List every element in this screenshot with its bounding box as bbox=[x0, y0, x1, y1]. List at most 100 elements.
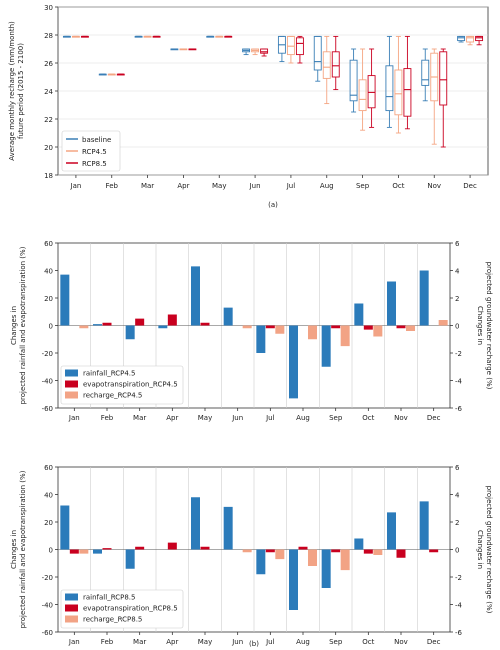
bar-evapotranspiration_RCP8.5 bbox=[200, 546, 210, 550]
box-iqr bbox=[475, 35, 484, 42]
box-iqr bbox=[295, 37, 304, 56]
bar-rainfall_RCP8.5 bbox=[289, 549, 298, 610]
bar-recharge_RCP4.5 bbox=[275, 325, 285, 334]
tick-label-x: May bbox=[198, 638, 212, 646]
bar-evapotranspiration_RCP8.5 bbox=[429, 549, 439, 553]
tick-label-y: 24 bbox=[44, 88, 53, 96]
bar-recharge_RCP8.5 bbox=[373, 549, 383, 555]
tick-label-x: Jul bbox=[286, 182, 296, 190]
bar-evapotranspiration_RCP4.5 bbox=[331, 325, 341, 329]
tick-label-x: Nov bbox=[394, 414, 408, 422]
tick-label-y: -20 bbox=[42, 350, 53, 358]
tick-label-y: 60 bbox=[44, 240, 53, 248]
bar-rainfall_RCP8.5 bbox=[419, 501, 429, 550]
bar-recharge_RCP4.5 bbox=[79, 325, 89, 329]
bar-rainfall_RCP8.5 bbox=[60, 505, 70, 550]
legend-frame bbox=[61, 130, 121, 172]
tick-label-y: 26 bbox=[44, 60, 53, 68]
legend-label: recharge_RCP4.5 bbox=[83, 392, 142, 400]
tick-label-y: 20 bbox=[44, 295, 53, 303]
legend: baseline RCP4.5 RCP8.5 bbox=[61, 130, 121, 172]
axis-label-y2: Changes in bbox=[476, 530, 484, 569]
tick-label-x: Feb bbox=[101, 414, 114, 422]
bar-rainfall_RCP4.5 bbox=[125, 325, 135, 340]
bar-rainfall_RCP4.5 bbox=[354, 303, 364, 326]
bar-recharge_RCP4.5 bbox=[373, 325, 383, 337]
legend-swatch bbox=[65, 369, 78, 377]
tick-label-y: 22 bbox=[44, 116, 53, 124]
tick-label-y2: -6 bbox=[455, 405, 463, 413]
box-iqr bbox=[403, 68, 412, 117]
tick-label-y2: 2 bbox=[455, 519, 459, 527]
tick-label-y: 60 bbox=[44, 464, 53, 472]
legend-swatch bbox=[65, 391, 78, 399]
bar-evapotranspiration_RCP8.5 bbox=[69, 549, 79, 554]
bar-rainfall_RCP8.5 bbox=[93, 549, 102, 554]
legend-frame bbox=[60, 589, 184, 629]
bar-evapotranspiration_RCP8.5 bbox=[396, 549, 406, 558]
tick-label-y: -60 bbox=[42, 629, 53, 637]
tick-label-y: 28 bbox=[44, 32, 53, 40]
box-iqr bbox=[457, 35, 466, 42]
bar-evapotranspiration_RCP8.5 bbox=[331, 549, 341, 553]
tick-label-y: 40 bbox=[44, 268, 53, 276]
bar-evapotranspiration_RCP8.5 bbox=[102, 548, 112, 550]
tick-label-y: 30 bbox=[44, 4, 53, 12]
axis-label-y: Changes in bbox=[10, 530, 18, 569]
tick-label-x: Dec bbox=[427, 638, 441, 646]
bar-rainfall_RCP4.5 bbox=[191, 266, 200, 326]
bar-evapotranspiration_RCP4.5 bbox=[135, 318, 145, 326]
box-iqr bbox=[313, 35, 322, 71]
legend-label: baseline bbox=[82, 136, 111, 144]
bar-rainfall_RCP4.5 bbox=[256, 325, 266, 353]
legend-label: recharge_RCP8.5 bbox=[83, 616, 142, 624]
tick-label-x: Sep bbox=[329, 414, 343, 422]
panel-label: (b) bbox=[249, 640, 259, 648]
box-iqr bbox=[439, 51, 448, 106]
bar-rainfall_RCP4.5 bbox=[93, 324, 102, 326]
tick-label-x: Jan bbox=[68, 414, 80, 422]
bar-evapotranspiration_RCP8.5 bbox=[298, 546, 308, 550]
tick-label-x: Aug bbox=[296, 414, 310, 422]
box-iqr bbox=[322, 51, 331, 79]
bar-evapotranspiration_RCP8.5 bbox=[363, 549, 373, 554]
tick-label-y2: -4 bbox=[455, 378, 463, 386]
bar-evapotranspiration_RCP8.5 bbox=[135, 546, 145, 550]
box-iqr bbox=[385, 65, 394, 112]
tick-label-y: 0 bbox=[49, 323, 53, 331]
bar-rainfall_RCP8.5 bbox=[223, 506, 233, 550]
bar-evapotranspiration_RCP4.5 bbox=[396, 325, 406, 329]
axis-label-y: projected rainfall and evapotranspiratio… bbox=[19, 246, 27, 404]
tick-label-y: -40 bbox=[42, 378, 53, 386]
legend-swatch bbox=[65, 380, 78, 388]
tick-label-x: Jan bbox=[68, 638, 80, 646]
bar-rainfall_RCP8.5 bbox=[387, 512, 396, 550]
tick-label-x: Aug bbox=[320, 182, 334, 190]
tick-label-x: Jan bbox=[70, 182, 82, 190]
axis-label-y: projected rainfall and evapotranspiratio… bbox=[19, 470, 27, 628]
legend-label: evapotranspiration_RCP8.5 bbox=[83, 605, 178, 613]
legend-frame bbox=[60, 365, 184, 405]
bar-rainfall_RCP4.5 bbox=[419, 270, 429, 326]
tick-label-y2: 6 bbox=[455, 464, 460, 472]
bar-rainfall_RCP4.5 bbox=[60, 274, 70, 326]
tick-label-x: Nov bbox=[394, 638, 408, 646]
bar-evapotranspiration_RCP4.5 bbox=[167, 314, 177, 326]
box-iqr bbox=[331, 51, 340, 78]
box-iqr bbox=[394, 69, 403, 116]
tick-label-x: Jul bbox=[265, 414, 275, 422]
bar-recharge_RCP8.5 bbox=[242, 549, 252, 553]
bar-rainfall_RCP4.5 bbox=[321, 325, 331, 367]
legend-label: rainfall_RCP4.5 bbox=[83, 370, 135, 378]
tick-label-x: Dec bbox=[427, 414, 441, 422]
bar-recharge_RCP8.5 bbox=[275, 549, 285, 560]
tick-label-x: May bbox=[212, 182, 226, 190]
axis-label-y: future period (2015 - 2100) bbox=[17, 43, 25, 139]
tick-label-y2: -2 bbox=[455, 350, 462, 358]
tick-label-x: Feb bbox=[101, 638, 114, 646]
tick-label-x: Sep bbox=[356, 182, 370, 190]
bar-evapotranspiration_RCP4.5 bbox=[265, 325, 275, 329]
box-iqr bbox=[286, 35, 295, 56]
